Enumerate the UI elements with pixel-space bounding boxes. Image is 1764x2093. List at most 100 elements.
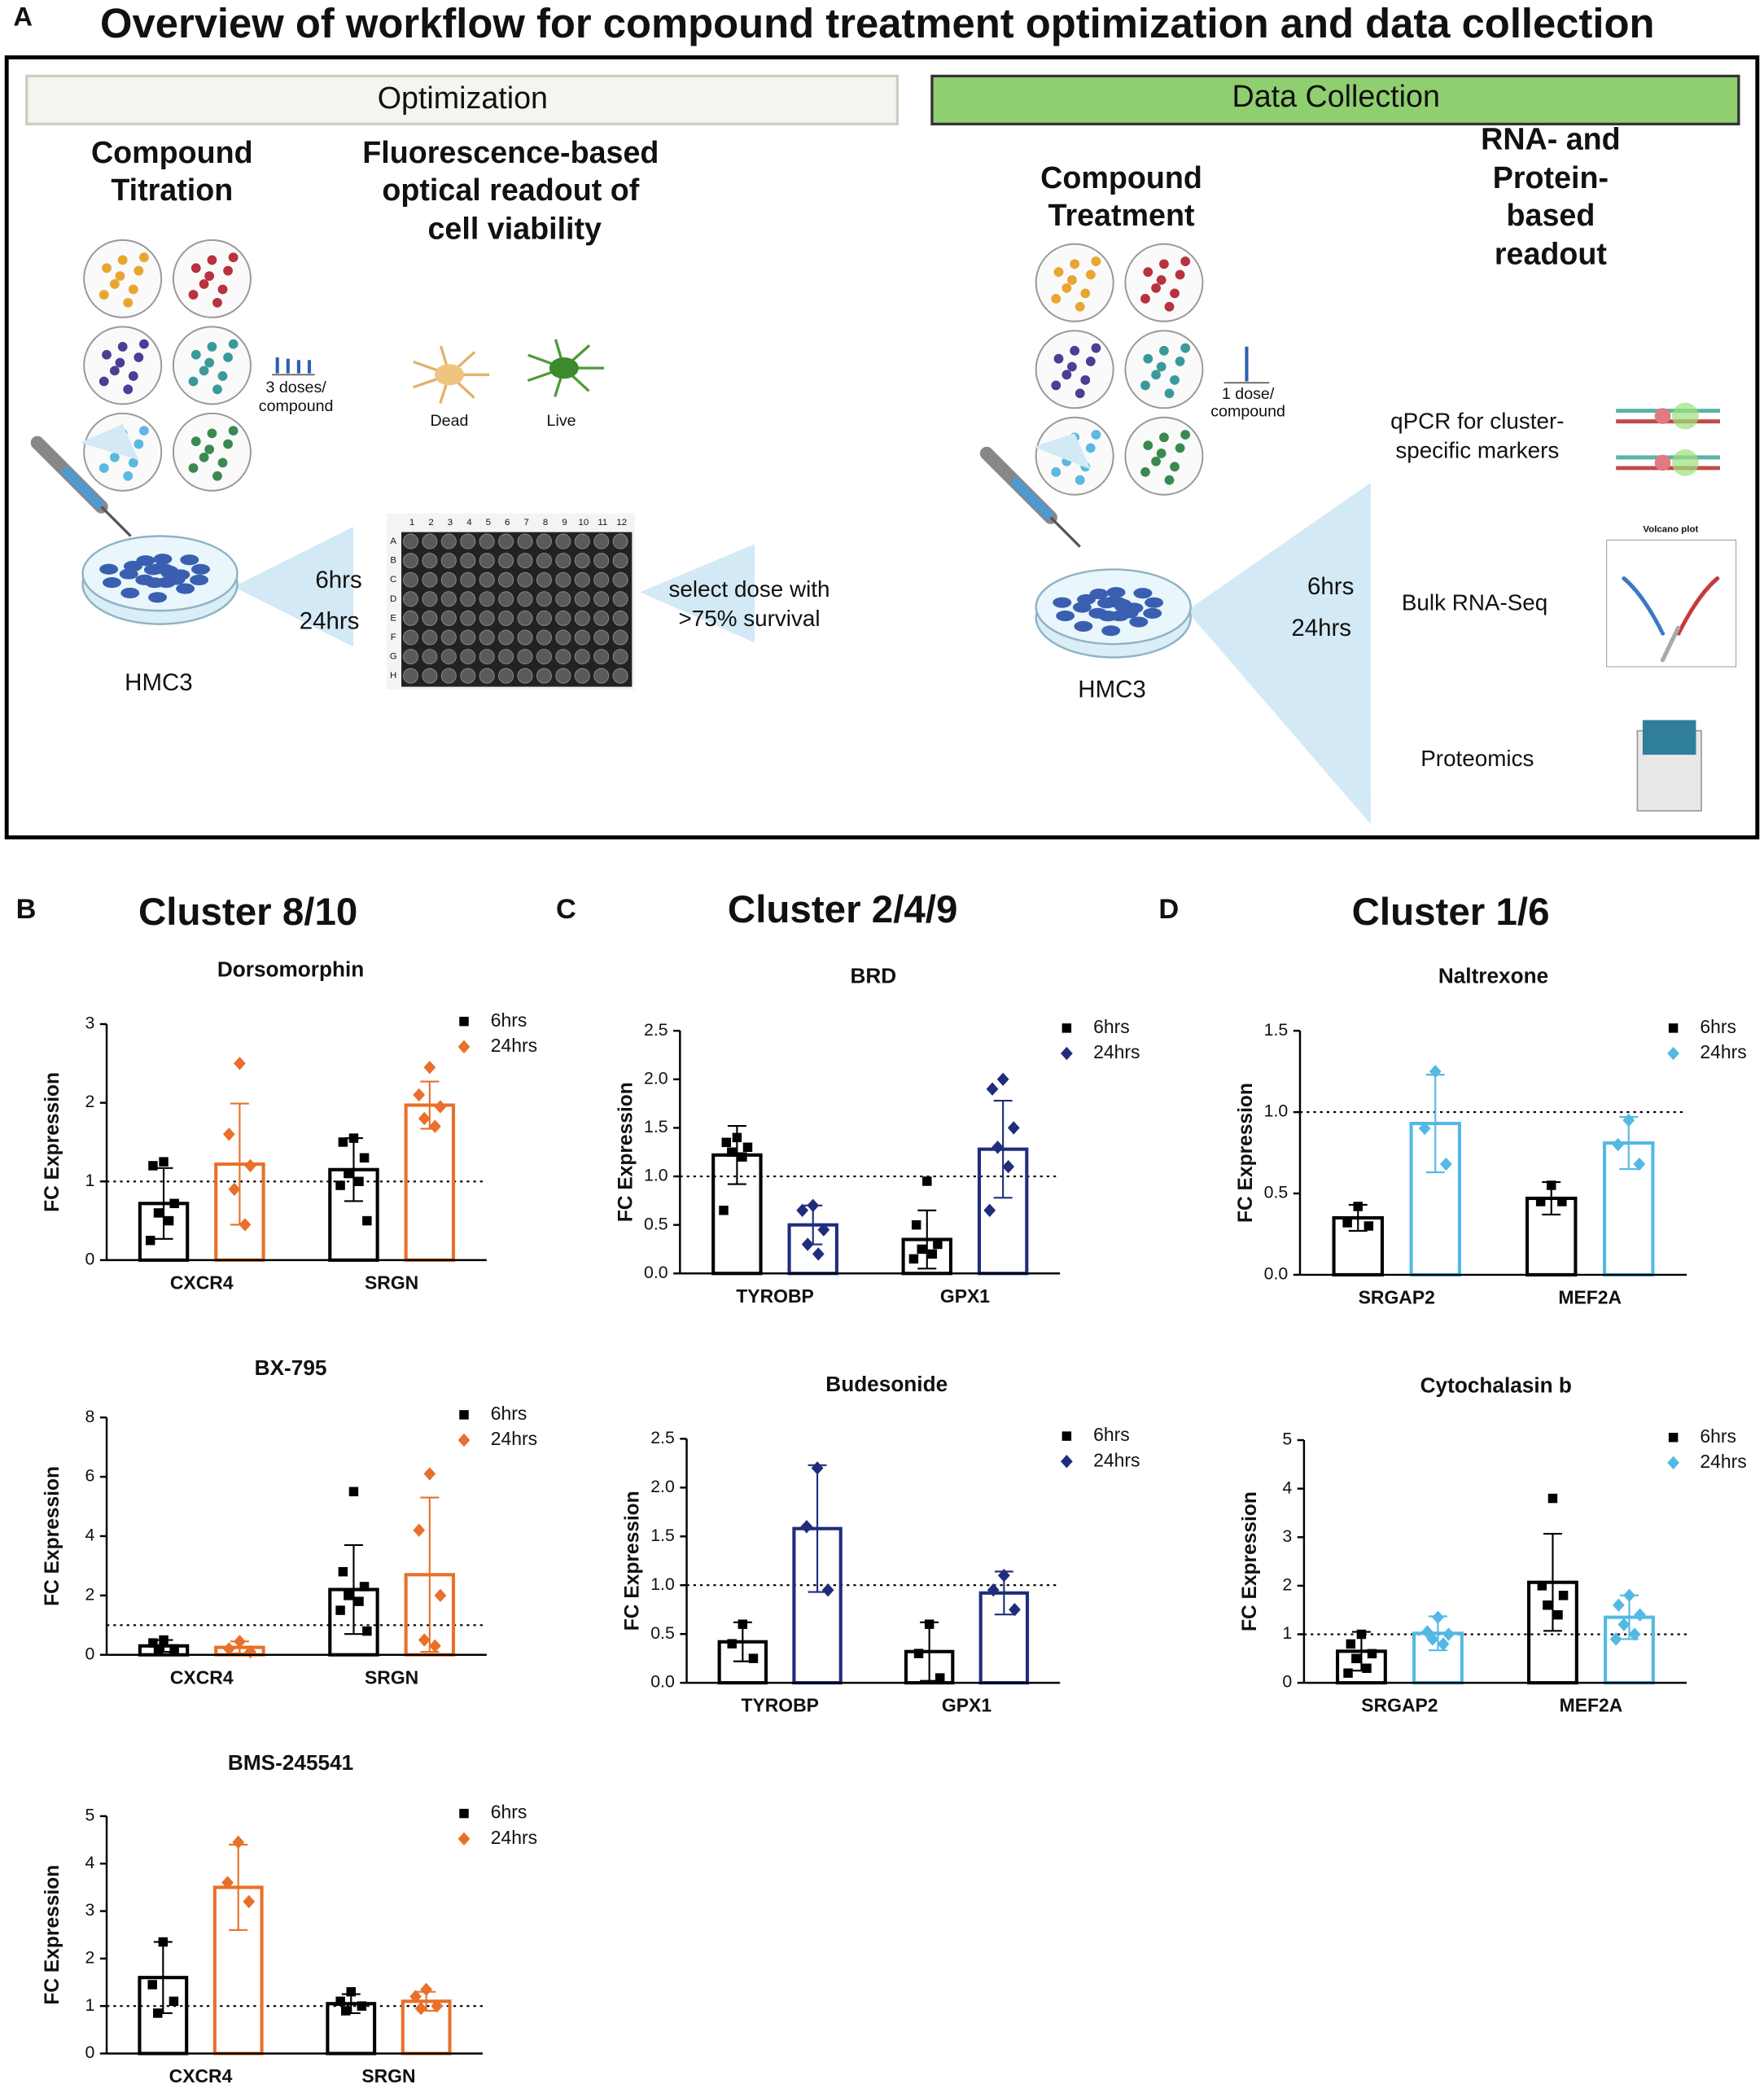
projection	[1033, 433, 1091, 470]
data-point	[1557, 1197, 1567, 1206]
y-axis-label: FC Expression	[42, 1072, 63, 1212]
cell	[1145, 597, 1164, 608]
y-tick-label: 0	[85, 2043, 94, 2062]
optimization-banner	[25, 74, 899, 126]
data-point	[335, 1996, 345, 2007]
data-point	[1537, 1581, 1547, 1591]
data-point	[354, 1176, 364, 1186]
plate-well	[460, 571, 476, 588]
cell-dot	[1140, 294, 1150, 304]
cell-dot	[128, 458, 138, 468]
data-point	[222, 1642, 235, 1656]
plate-well	[422, 571, 438, 588]
projection	[640, 544, 755, 643]
data-point	[1426, 1632, 1439, 1646]
data-point	[1558, 1591, 1569, 1600]
cell-dot	[1170, 374, 1180, 385]
data-point	[922, 1176, 932, 1186]
y-tick-label: 2.0	[644, 1068, 668, 1088]
plate-well	[612, 610, 628, 626]
y-axis-label: FC Expression	[622, 1491, 644, 1631]
cell-dot	[1175, 443, 1185, 453]
cell-dot	[1070, 345, 1080, 356]
cell-dot	[1180, 256, 1191, 266]
legend-marker	[1061, 1023, 1072, 1033]
legend-label: 24hrs	[1700, 1041, 1746, 1062]
plate-column: 5	[486, 518, 491, 528]
plate-well	[440, 533, 457, 550]
y-tick-label: 3	[1282, 1526, 1292, 1546]
data-point	[1623, 1588, 1635, 1602]
legend-label: 24hrs	[491, 1428, 537, 1449]
data-point	[1543, 1600, 1552, 1610]
data-point	[1418, 1121, 1431, 1136]
panel-label: A	[13, 2, 33, 32]
data-point	[147, 1980, 157, 1990]
chart-title: BX-795	[255, 1355, 327, 1380]
plate-well	[612, 553, 628, 569]
y-tick-label: 4	[85, 1526, 94, 1545]
cell-dot	[1151, 456, 1161, 466]
y-tick-label: 2.5	[644, 1020, 668, 1040]
cell-dot	[1080, 374, 1091, 385]
data-point	[169, 1198, 179, 1209]
cell	[1143, 607, 1162, 619]
y-tick-label: 1.0	[1264, 1101, 1289, 1121]
data-point	[721, 1137, 732, 1148]
y-tick-label: 1	[85, 1171, 94, 1190]
syringe-needle	[1049, 516, 1081, 548]
y-tick-label: 0.0	[1264, 1264, 1289, 1284]
y-tick-label: 4	[1282, 1478, 1292, 1497]
projection	[1186, 482, 1371, 825]
legend-marker	[1668, 1433, 1679, 1443]
data-point	[935, 1673, 945, 1683]
projection	[233, 527, 354, 647]
cell-dot	[188, 376, 199, 387]
legend-marker	[1667, 1456, 1679, 1470]
data-point	[222, 1128, 235, 1141]
legend-label: 6hrs	[1093, 1016, 1130, 1037]
plate-column: 11	[597, 518, 607, 528]
cell-dot	[1170, 288, 1180, 299]
plate-well	[574, 629, 590, 646]
chart-title: Budesonide	[825, 1372, 948, 1396]
plate-well	[422, 668, 438, 684]
cell-dot	[1151, 282, 1161, 293]
legend-label: 24hrs	[491, 1035, 537, 1056]
cell	[1074, 620, 1093, 632]
panel-label: C	[556, 894, 576, 925]
cell-dot	[212, 471, 222, 481]
data-point	[362, 1215, 372, 1226]
cell-dot	[139, 339, 149, 349]
cell	[1133, 588, 1153, 599]
plate-well	[402, 571, 418, 588]
cell-dot	[199, 366, 209, 376]
plate-well	[440, 610, 457, 626]
cell-dot	[1159, 259, 1169, 269]
plate-column: 2	[428, 518, 433, 528]
data-point	[911, 1219, 921, 1230]
data-point	[986, 1082, 999, 1096]
plate-well	[517, 533, 533, 550]
y-tick-label: 1.5	[1264, 1020, 1289, 1040]
cell-dot	[1175, 269, 1185, 280]
plate-column: 9	[562, 518, 567, 528]
cell-dot	[1159, 345, 1169, 356]
cell-dot	[217, 284, 228, 295]
panel-label: B	[16, 894, 37, 925]
plate-well	[536, 591, 552, 607]
data-point	[153, 2008, 163, 2018]
plate-well	[460, 610, 476, 626]
cell-dot	[1170, 462, 1180, 472]
cell-dot	[1051, 294, 1061, 304]
cell-dot	[1091, 256, 1101, 266]
y-tick-label: 0	[1282, 1672, 1292, 1692]
data-point	[742, 1142, 753, 1152]
plate-well	[612, 571, 628, 588]
y-tick-label: 2	[1282, 1575, 1292, 1595]
data-point	[1356, 1629, 1367, 1640]
plate-row: A	[390, 536, 396, 546]
y-tick-label: 5	[85, 1806, 94, 1825]
data-point	[344, 1591, 353, 1600]
